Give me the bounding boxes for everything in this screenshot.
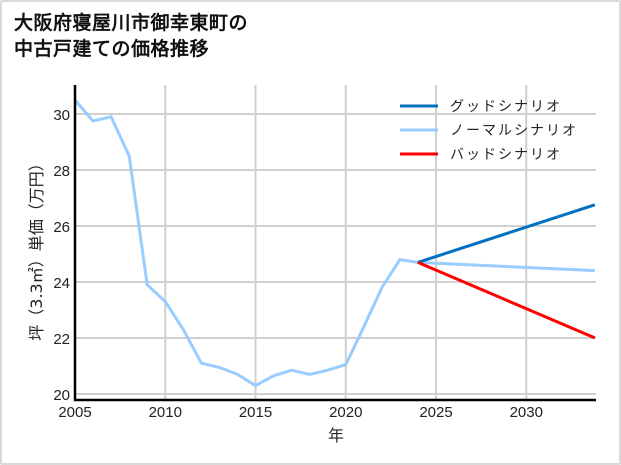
y-tick-label: 30 <box>53 107 70 124</box>
x-axis-label: 年 <box>328 426 344 445</box>
chart-title: 大阪府寝屋川市御幸東町の 中古戸建ての価格推移 <box>14 10 248 62</box>
y-tick-label: 28 <box>53 163 70 180</box>
legend-label: バッドシナリオ <box>450 147 562 163</box>
series-line-1 <box>73 99 595 388</box>
x-tick-label: 2030 <box>510 404 543 421</box>
axes <box>73 85 596 402</box>
x-tick-label: 2020 <box>329 404 362 421</box>
series-line-0 <box>417 203 596 264</box>
x-tick-label: 2005 <box>58 404 91 421</box>
y-axis-label: 坪（3.3㎡）単価（万円） <box>27 155 46 340</box>
y-tick-label: 20 <box>53 387 70 404</box>
y-tick-label: 26 <box>53 219 70 236</box>
tick-labels: 2005 2010 2015 2020 2025 2030 20 22 24 26 28 30 <box>53 107 543 421</box>
legend-label: ノーマルシナリオ <box>450 123 578 139</box>
series-line-2 <box>417 261 596 340</box>
legend-label: グッドシナリオ <box>450 99 562 115</box>
x-tick-label: 2025 <box>419 404 452 421</box>
x-tick-label: 2010 <box>149 404 182 421</box>
y-tick-label: 24 <box>53 275 70 292</box>
grid-lines <box>74 85 596 400</box>
chart-title-line-2: 中古戸建ての価格推移 <box>14 38 210 60</box>
series-lines <box>73 99 596 388</box>
x-tick-label: 2015 <box>239 404 272 421</box>
chart-title-line-1: 大阪府寝屋川市御幸東町の <box>14 12 249 34</box>
y-tick-label: 22 <box>53 331 70 348</box>
